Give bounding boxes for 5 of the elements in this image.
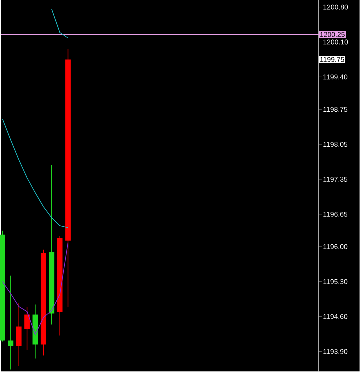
candlestick (8, 276, 14, 370)
candlestick (24, 306, 30, 351)
line-series (2, 118, 69, 228)
candlestick (16, 302, 22, 367)
line-series (2, 242, 69, 336)
